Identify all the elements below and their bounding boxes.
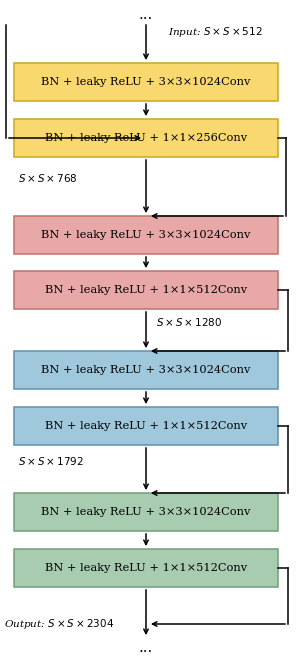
FancyBboxPatch shape bbox=[14, 63, 278, 101]
FancyBboxPatch shape bbox=[14, 271, 278, 309]
FancyBboxPatch shape bbox=[14, 351, 278, 389]
Text: BN + leaky ReLU + 3×3×1024Conv: BN + leaky ReLU + 3×3×1024Conv bbox=[41, 365, 251, 375]
FancyBboxPatch shape bbox=[14, 216, 278, 254]
Text: ...: ... bbox=[139, 8, 153, 22]
Text: Input: $S\times S\times 512$: Input: $S\times S\times 512$ bbox=[168, 25, 262, 39]
Text: $S\times S\times 768$: $S\times S\times 768$ bbox=[18, 172, 78, 185]
Text: BN + leaky ReLU + 3×3×1024Conv: BN + leaky ReLU + 3×3×1024Conv bbox=[41, 77, 251, 87]
Text: BN + leaky ReLU + 3×3×1024Conv: BN + leaky ReLU + 3×3×1024Conv bbox=[41, 230, 251, 240]
FancyBboxPatch shape bbox=[14, 119, 278, 157]
Text: BN + leaky ReLU + 1×1×512Conv: BN + leaky ReLU + 1×1×512Conv bbox=[45, 285, 247, 295]
Text: $S\times S\times 1792$: $S\times S\times 1792$ bbox=[18, 455, 84, 467]
FancyBboxPatch shape bbox=[14, 493, 278, 531]
FancyBboxPatch shape bbox=[14, 549, 278, 587]
Text: BN + leaky ReLU + 3×3×1024Conv: BN + leaky ReLU + 3×3×1024Conv bbox=[41, 507, 251, 517]
Text: BN + leaky ReLU + 1×1×512Conv: BN + leaky ReLU + 1×1×512Conv bbox=[45, 563, 247, 573]
FancyBboxPatch shape bbox=[14, 407, 278, 445]
Text: BN + leaky ReLU + 1×1×256Conv: BN + leaky ReLU + 1×1×256Conv bbox=[45, 133, 247, 143]
Text: $S\times S\times 1280$: $S\times S\times 1280$ bbox=[156, 316, 222, 328]
Text: ...: ... bbox=[139, 641, 153, 655]
Text: Output: $S\times S\times 2304$: Output: $S\times S\times 2304$ bbox=[4, 617, 114, 631]
Text: BN + leaky ReLU + 1×1×512Conv: BN + leaky ReLU + 1×1×512Conv bbox=[45, 421, 247, 431]
